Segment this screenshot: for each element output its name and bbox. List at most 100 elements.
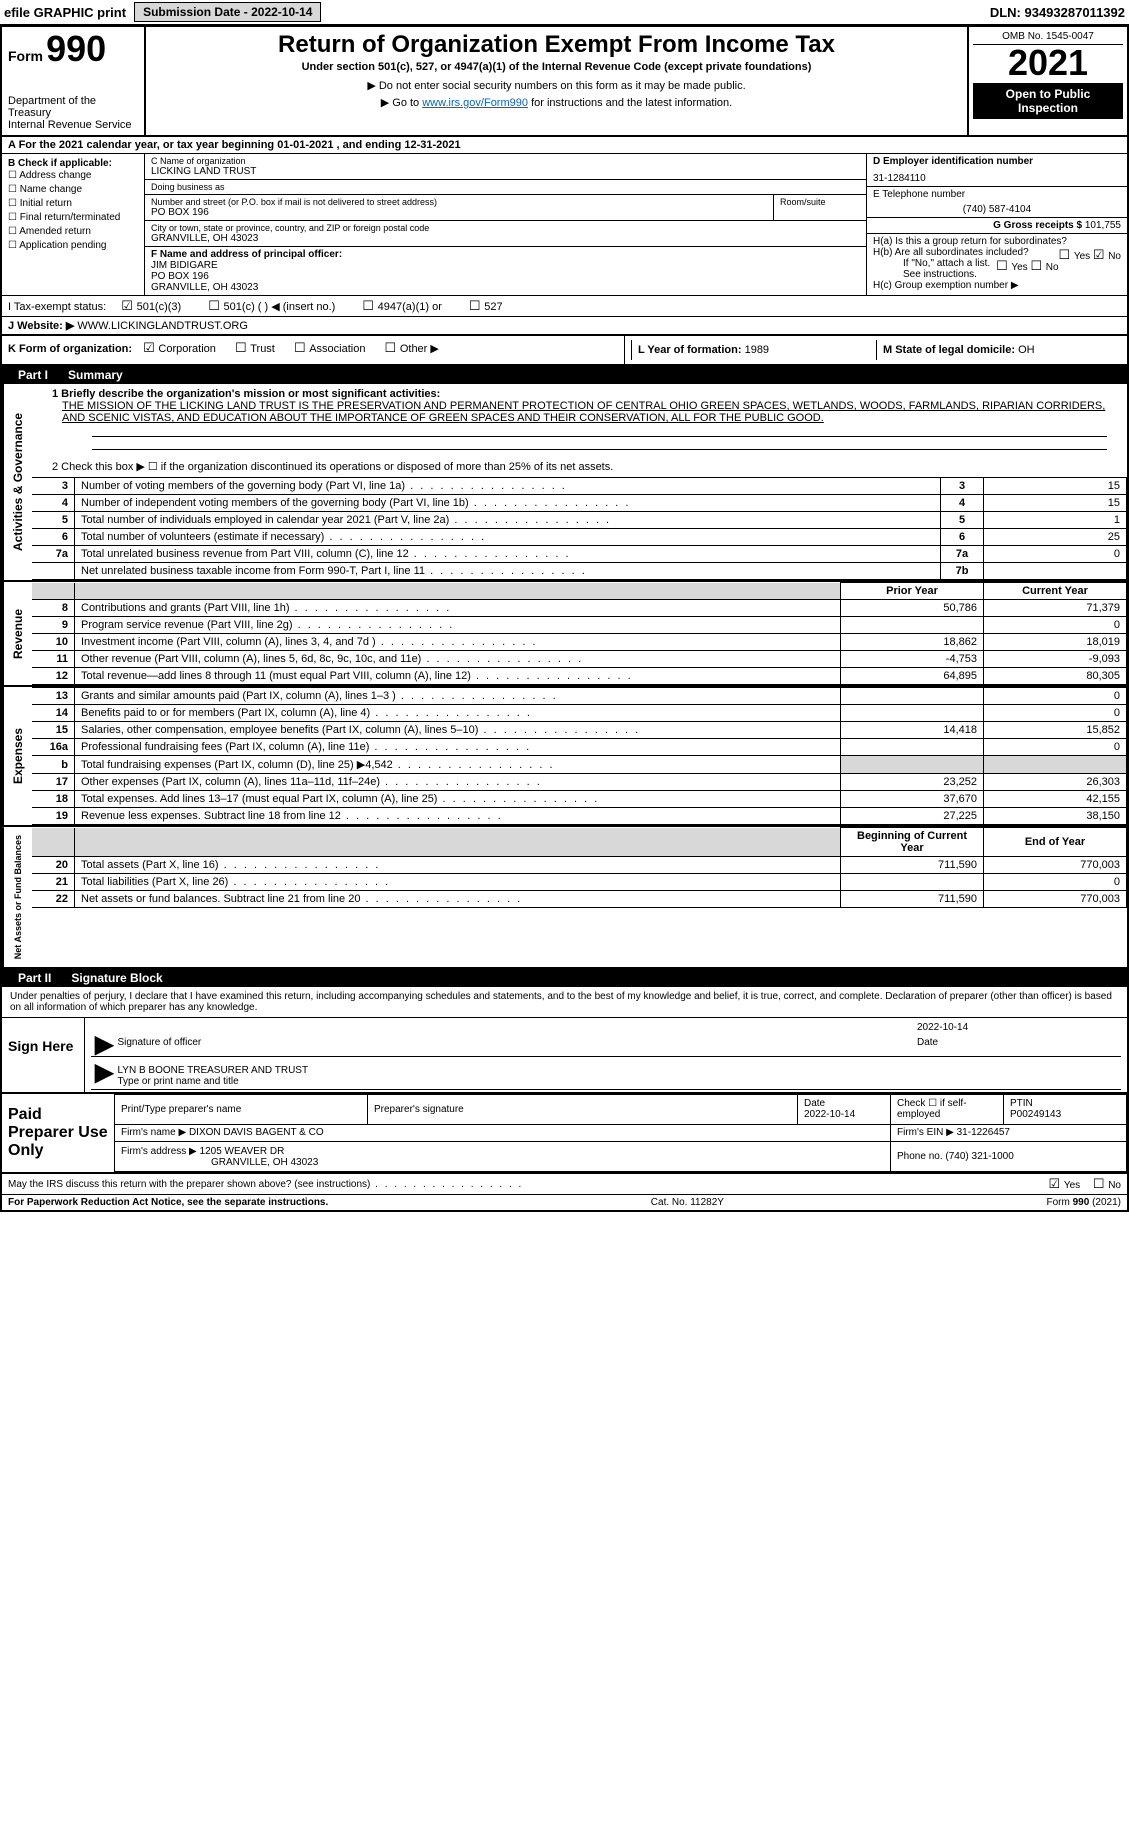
sig-date: 2022-10-14 (917, 1022, 1117, 1033)
sig-caret-2: ▶ (95, 1065, 113, 1087)
line-desc: Total number of volunteers (estimate if … (75, 529, 941, 546)
sig-caret-1: ▶ (95, 1037, 113, 1054)
line-desc: Number of voting members of the governin… (75, 478, 941, 495)
line-box: 7a (941, 546, 984, 563)
chk-final-return[interactable]: Final return/terminated (8, 211, 138, 225)
firm-addr-l: Firm's address ▶ (121, 1146, 197, 1157)
table-row: 10 Investment income (Part VIII, column … (32, 634, 1127, 651)
i-527[interactable]: 527 (469, 301, 503, 313)
line-current: -9,093 (984, 651, 1127, 668)
m-value: OH (1018, 344, 1035, 356)
form-990: Form 990 Department of the Treasury Inte… (0, 25, 1129, 1212)
submission-date-button[interactable]: Submission Date - 2022-10-14 (134, 2, 321, 22)
row-j: J Website: ▶ WWW.LICKINGLANDTRUST.ORG (2, 317, 1127, 335)
line-val: 25 (984, 529, 1127, 546)
line-box: 4 (941, 495, 984, 512)
table-row: 15 Salaries, other compensation, employe… (32, 722, 1127, 739)
h-a-label: H(a) Is this a group return for subordin… (873, 236, 1067, 247)
prep-h4[interactable]: Check ☐ if self-employed (891, 1095, 1004, 1125)
table-row: 6 Total number of volunteers (estimate i… (32, 529, 1127, 546)
k-other[interactable]: Other ▶ (385, 343, 439, 355)
chk-app-pending[interactable]: Application pending (8, 239, 138, 253)
rev-h-prior: Prior Year (841, 583, 984, 600)
h-b-yes[interactable]: Yes (996, 262, 1028, 273)
part2-header: Part II Signature Block (2, 969, 1127, 987)
na-h-end: End of Year (984, 828, 1127, 857)
tax-year: 2021 (973, 45, 1123, 81)
na-body: Beginning of Current Year End of Year 20… (32, 827, 1127, 967)
line-num: 18 (32, 791, 75, 808)
sign-right: 2022-10-14 ▶ Signature of officer Date ▶… (85, 1018, 1127, 1092)
h-a-no[interactable]: No (1093, 251, 1121, 262)
k-assoc[interactable]: Association (294, 343, 366, 355)
i-501c3[interactable]: 501(c)(3) (121, 301, 181, 313)
vert-expenses: Expenses (2, 687, 32, 825)
line-desc: Number of independent voting members of … (75, 495, 941, 512)
line-num: 8 (32, 600, 75, 617)
firm-name-cell: Firm's name ▶ DIXON DAVIS BAGENT & CO (115, 1124, 891, 1142)
chk-initial-return[interactable]: Initial return (8, 197, 138, 211)
line-current: 18,019 (984, 634, 1127, 651)
irs-link[interactable]: www.irs.gov/Form990 (422, 97, 528, 109)
line-prior (841, 739, 984, 756)
l-value: 1989 (745, 344, 769, 356)
table-row: 12 Total revenue—add lines 8 through 11 … (32, 668, 1127, 685)
section-netassets: Net Assets or Fund Balances Beginning of… (2, 827, 1127, 969)
cat-no: Cat. No. 11282Y (651, 1197, 724, 1208)
prep-h2: Preparer's signature (368, 1095, 798, 1125)
h-a-yes[interactable]: Yes (1059, 251, 1091, 262)
header-left: Form 990 Department of the Treasury Inte… (2, 27, 146, 135)
line-current (984, 756, 1127, 774)
line-num: 10 (32, 634, 75, 651)
city-value: GRANVILLE, OH 43023 (151, 233, 860, 244)
line-desc: Total expenses. Add lines 13–17 (must eq… (75, 791, 841, 808)
line-prior: 711,590 (841, 891, 984, 908)
part1-header: Part I Summary (2, 366, 1127, 384)
line-num: 20 (32, 857, 75, 874)
header-data-block: B Check if applicable: Address change Na… (2, 154, 1127, 295)
firm-name-l: Firm's name ▶ (121, 1127, 186, 1138)
table-row: 13 Grants and similar amounts paid (Part… (32, 688, 1127, 705)
line-prior: 50,786 (841, 600, 984, 617)
line-num: 15 (32, 722, 75, 739)
na-h-blank2 (75, 828, 841, 857)
form-word: Form (8, 48, 43, 64)
footer-year: 2021 (1095, 1197, 1117, 1208)
chk-amended[interactable]: Amended return (8, 225, 138, 239)
table-row: 5 Total number of individuals employed i… (32, 512, 1127, 529)
j-label: J Website: ▶ (8, 320, 74, 332)
row-k: K Form of organization: Corporation Trus… (2, 336, 625, 364)
m-label: M State of legal domicile: (883, 344, 1015, 356)
efile-label: efile GRAPHIC print (4, 5, 126, 20)
k-trust[interactable]: Trust (235, 343, 275, 355)
discuss-no[interactable]: No (1093, 1180, 1121, 1191)
c-label: C Name of organization (151, 156, 860, 166)
prep-date-cell: Date 2022-10-14 (798, 1095, 891, 1125)
rev-h-blank2 (75, 583, 841, 600)
line-box: 5 (941, 512, 984, 529)
i-4947[interactable]: 4947(a)(1) or (362, 301, 441, 313)
i-501c[interactable]: 501(c) ( ) ◀ (insert no.) (208, 301, 335, 313)
mission-text: THE MISSION OF THE LICKING LAND TRUST IS… (32, 400, 1127, 424)
l-label: L Year of formation: (638, 344, 742, 356)
na-h-beg: Beginning of Current Year (841, 828, 984, 857)
h-b-no[interactable]: No (1030, 262, 1058, 273)
line-desc: Investment income (Part VIII, column (A)… (75, 634, 841, 651)
k-corp[interactable]: Corporation (143, 343, 216, 355)
h-b-label: H(b) Are all subordinates included? (873, 247, 1029, 258)
mission-blank-2 (92, 437, 1107, 450)
discuss-yes[interactable]: Yes (1049, 1180, 1081, 1191)
chk-name-change[interactable]: Name change (8, 183, 138, 197)
table-row: 3 Number of voting members of the govern… (32, 478, 1127, 495)
chk-address-change[interactable]: Address change (8, 169, 138, 183)
preparer-table: Print/Type preparer's name Preparer's si… (114, 1094, 1127, 1172)
form-footer: Form 990 (2021) (1047, 1197, 1122, 1208)
city-label: City or town, state or province, country… (151, 223, 860, 233)
line-desc: Contributions and grants (Part VIII, lin… (75, 600, 841, 617)
line-num: 7a (32, 546, 75, 563)
f-addr1: PO BOX 196 (151, 271, 860, 282)
line-desc: Other revenue (Part VIII, column (A), li… (75, 651, 841, 668)
table-row: 21 Total liabilities (Part X, line 26) 0 (32, 874, 1127, 891)
rev-h-blank1 (32, 583, 75, 600)
addr-row: Number and street (or P.O. box if mail i… (145, 195, 867, 221)
